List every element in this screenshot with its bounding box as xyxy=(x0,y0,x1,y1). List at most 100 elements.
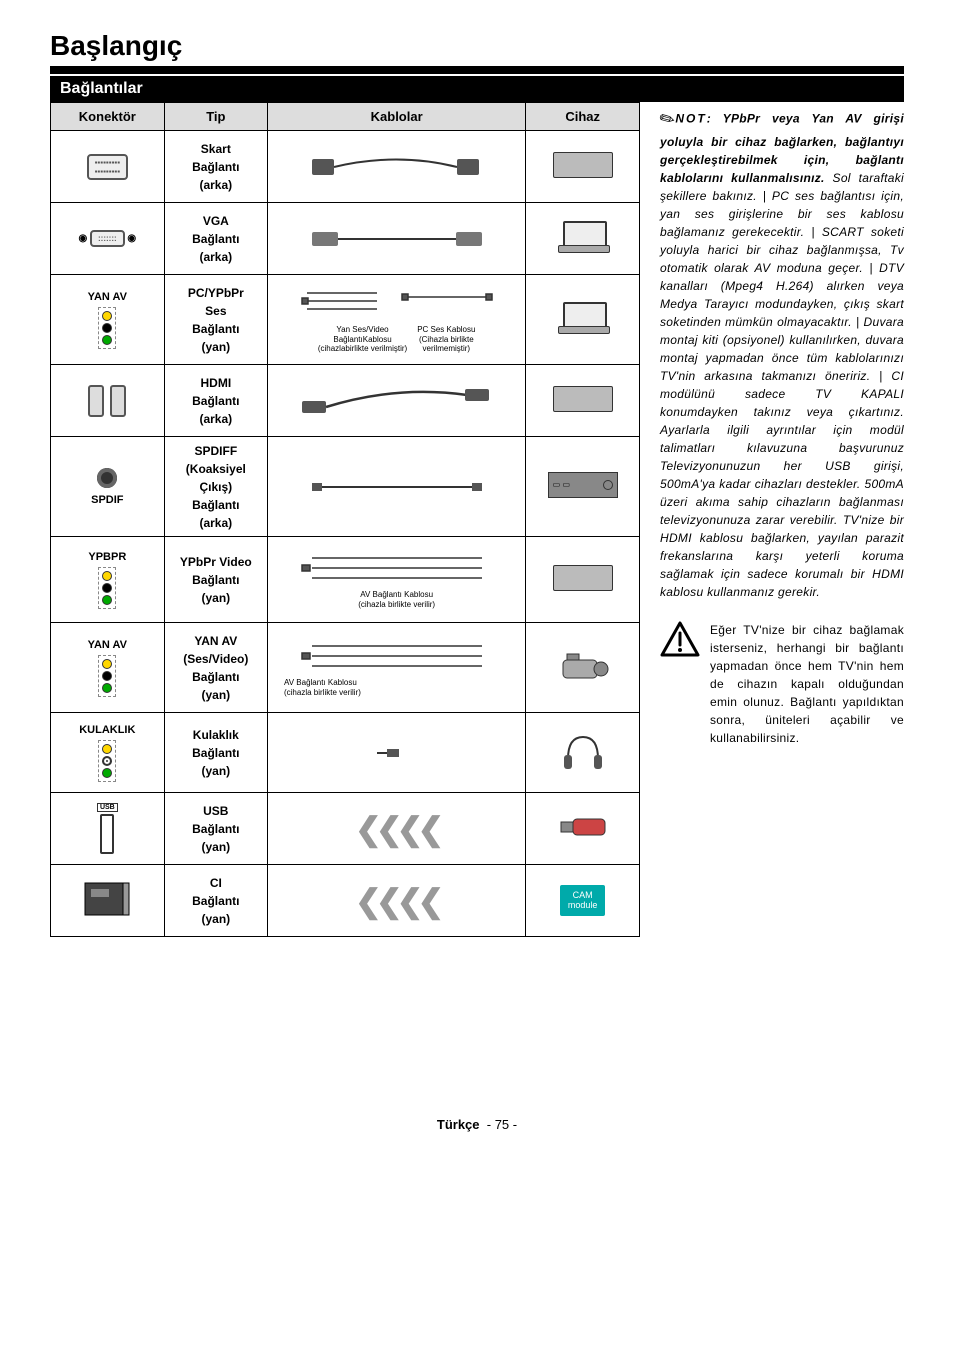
note-rest-text: Sol taraftaki şekillere bakınız. | PC se… xyxy=(660,171,904,599)
subtitle-bar: Bağlantılar xyxy=(50,76,904,102)
content-row: Konektör Tip Kablolar Cihaz ▪▪▪▪▪▪▪▪▪▪▪▪… xyxy=(50,102,904,937)
table-body: ▪▪▪▪▪▪▪▪▪▪▪▪▪▪▪▪▪▪ SkartBağlantı(arka) ◉… xyxy=(51,131,640,937)
tip-cell: YAN AV(Ses/Video)Bağlantı(yan) xyxy=(164,623,267,713)
kablolar-cell: ❮❮❮❮ xyxy=(267,793,525,865)
jack-cable-icon xyxy=(367,745,427,761)
cihaz-cell: CAMmodule xyxy=(526,865,640,937)
konektor-cell: KULAKLIK xyxy=(51,713,165,793)
cam-module-icon: CAMmodule xyxy=(560,885,606,917)
page-title: Başlangıç xyxy=(50,30,904,66)
table-row: HDMIBağlantı(arka) xyxy=(51,365,640,437)
table-row: ▪▪▪▪▪▪▪▪▪▪▪▪▪▪▪▪▪▪ SkartBağlantı(arka) xyxy=(51,131,640,203)
table-row: CIBağlantı(yan) ❮❮❮❮ CAMmodule xyxy=(51,865,640,937)
laptop-icon xyxy=(558,221,608,253)
cihaz-cell: ▭ ▭ xyxy=(526,437,640,537)
headphone-port-icon xyxy=(98,740,116,782)
laptop-icon xyxy=(558,302,608,334)
konektor-cell: SPDIF xyxy=(51,437,165,537)
footer: Türkçe - 75 - xyxy=(50,1117,904,1132)
table-row: USB USBBağlantı(yan) ❮❮❮❮ xyxy=(51,793,640,865)
note-paragraph: ✎NOT: YPbPr veya Yan AV girişi yoluyla b… xyxy=(660,106,904,601)
th-cihaz: Cihaz xyxy=(526,103,640,131)
warning-text: Eğer TV'nize bir cihaz bağlamak istersen… xyxy=(710,621,904,747)
cable-caption: AV Bağlantı Kablosu(cihazla birlikte ver… xyxy=(274,590,519,609)
kablolar-cell: AV Bağlantı Kablosu(cihazla birlikte ver… xyxy=(267,623,525,713)
konektor-cell: YAN AV xyxy=(51,623,165,713)
audio-cables-icon xyxy=(297,285,497,325)
cihaz-cell xyxy=(526,713,640,793)
scart-cable-icon xyxy=(307,147,487,187)
konektor-label: SPDIF xyxy=(57,494,158,506)
cihaz-cell xyxy=(526,537,640,623)
dvd-player-icon xyxy=(553,565,613,591)
av-cable-icon xyxy=(297,638,497,678)
th-tip: Tip xyxy=(164,103,267,131)
warning-icon xyxy=(660,621,700,657)
usb-port-label: USB xyxy=(97,803,118,812)
konektor-cell: ◉ ::::::: ◉ xyxy=(51,203,165,275)
konektor-label: KULAKLIK xyxy=(57,724,158,736)
tip-cell: SPDIFF(KoaksiyelÇıkış)Bağlantı(arka) xyxy=(164,437,267,537)
kablolar-cell xyxy=(267,131,525,203)
konektor-cell: YPBPR xyxy=(51,537,165,623)
cihaz-cell xyxy=(526,365,640,437)
tip-cell: USBBağlantı(yan) xyxy=(164,793,267,865)
konektor-label: YAN AV xyxy=(57,639,158,651)
cihaz-cell xyxy=(526,203,640,275)
tip-cell: CIBağlantı(yan) xyxy=(164,865,267,937)
konektor-cell xyxy=(51,365,165,437)
yan-av-port-icon xyxy=(98,307,116,349)
sidebar: ✎NOT: YPbPr veya Yan AV girişi yoluyla b… xyxy=(660,102,904,747)
kablolar-cell xyxy=(267,437,525,537)
kablolar-cell: Yan Ses/VideoBağlantıKablosu(cihazlabirl… xyxy=(267,275,525,365)
cable-caption: AV Bağlantı Kablosu(cihazla birlikte ver… xyxy=(274,678,519,697)
kablolar-cell xyxy=(267,713,525,793)
tip-cell: VGABağlantı(arka) xyxy=(164,203,267,275)
vga-cable-icon xyxy=(307,224,487,254)
konektor-cell xyxy=(51,865,165,937)
ypbpr-cable-icon xyxy=(297,550,497,590)
konektor-cell: ▪▪▪▪▪▪▪▪▪▪▪▪▪▪▪▪▪▪ xyxy=(51,131,165,203)
kablolar-cell xyxy=(267,365,525,437)
scart-port-icon: ▪▪▪▪▪▪▪▪▪▪▪▪▪▪▪▪▪▪ xyxy=(87,154,129,180)
vga-port-icon: ◉ ::::::: ◉ xyxy=(78,233,136,244)
dvd-player-icon xyxy=(553,386,613,412)
ci-slot-icon xyxy=(77,877,137,921)
yan-av-port-icon xyxy=(98,655,116,697)
note-label: NOT xyxy=(675,112,706,126)
kablolar-cell: ❮❮❮❮ xyxy=(267,865,525,937)
cable-caption-right: PC Ses Kablosu(Cihazla birlikteverilmemi… xyxy=(417,325,475,354)
konektor-cell: YAN AV xyxy=(51,275,165,365)
table-row: YAN AV YAN AV(Ses/Video)Bağlantı(yan) AV… xyxy=(51,623,640,713)
cihaz-cell xyxy=(526,275,640,365)
dvd-player-icon xyxy=(553,152,613,178)
pencil-icon: ✎ xyxy=(654,104,681,135)
spdif-port-icon xyxy=(97,468,117,488)
chevrons-icon: ❮❮❮❮ xyxy=(355,883,438,919)
tip-cell: HDMIBağlantı(arka) xyxy=(164,365,267,437)
kablolar-cell: AV Bağlantı Kablosu(cihazla birlikte ver… xyxy=(267,537,525,623)
konektor-label: YAN AV xyxy=(57,291,158,303)
kablolar-cell xyxy=(267,203,525,275)
tip-cell: PC/YPbPrSesBağlantı(yan) xyxy=(164,275,267,365)
konektor-cell: USB xyxy=(51,793,165,865)
connections-table: Konektör Tip Kablolar Cihaz ▪▪▪▪▪▪▪▪▪▪▪▪… xyxy=(50,102,640,937)
hdmi-port-icon xyxy=(57,385,158,417)
camcorder-icon xyxy=(553,646,613,686)
table-row: YAN AV PC/YPbPrSesBağlantı(yan) xyxy=(51,275,640,365)
cihaz-cell xyxy=(526,793,640,865)
th-kablolar: Kablolar xyxy=(267,103,525,131)
spdif-cable-icon xyxy=(307,477,487,497)
warning-box: Eğer TV'nize bir cihaz bağlamak istersen… xyxy=(660,621,904,747)
title-underline xyxy=(50,66,904,74)
hdmi-cable-icon xyxy=(297,383,497,419)
table-row: YPBPR YPbPr VideoBağlantı(yan) AV Bağlan… xyxy=(51,537,640,623)
footer-lang: Türkçe xyxy=(437,1117,480,1132)
table-row: ◉ ::::::: ◉ VGABağlantı(arka) xyxy=(51,203,640,275)
cable-caption-left: Yan Ses/VideoBağlantıKablosu(cihazlabirl… xyxy=(318,325,407,354)
konektor-label: YPBPR xyxy=(57,551,158,563)
footer-page: - 75 - xyxy=(487,1117,517,1132)
th-konektor: Konektör xyxy=(51,103,165,131)
cihaz-cell xyxy=(526,131,640,203)
usb-stick-icon xyxy=(553,812,613,842)
